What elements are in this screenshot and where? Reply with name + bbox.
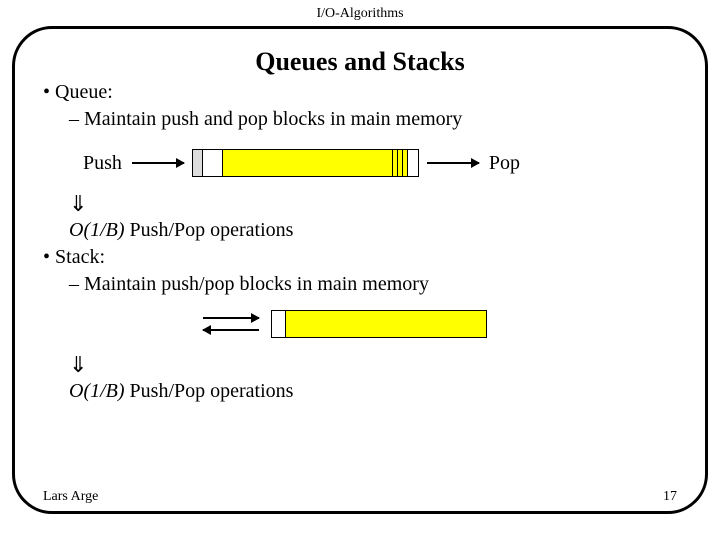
- push-arrow-icon: [132, 162, 184, 164]
- footer-page: 17: [663, 489, 677, 505]
- stack-push-arrow-icon: [203, 317, 259, 319]
- queue-subline: – Maintain push and pop blocks in main m…: [69, 108, 677, 131]
- big-o-2: O: [69, 380, 83, 402]
- queue-diagram: Push Pop: [83, 149, 677, 177]
- frac-1: (1/B): [83, 219, 124, 241]
- footer-author: Lars Arge: [43, 489, 98, 505]
- stack-arrows: [203, 317, 259, 331]
- big-o-1: O: [69, 219, 83, 241]
- stack-subline: – Maintain push/pop blocks in main memor…: [69, 273, 677, 296]
- queue-box: [192, 149, 419, 177]
- ops-line-2: O(1/B) Push/Pop operations: [69, 380, 677, 403]
- implies-arrow-1: ⇓: [69, 191, 677, 217]
- ops-rest-2: Push/Pop operations: [125, 380, 294, 402]
- stack-box: [271, 310, 487, 338]
- queue-segment: [203, 150, 223, 176]
- pop-label: Pop: [489, 152, 520, 175]
- ops-rest-1: Push/Pop operations: [125, 219, 294, 241]
- page-header: I/O-Algorithms: [0, 0, 720, 22]
- queue-segment: [408, 150, 418, 176]
- stack-diagram: [203, 310, 677, 338]
- ops-line-1: O(1/B) Push/Pop operations: [69, 219, 677, 242]
- stack-segment: [286, 311, 486, 337]
- stack-segment: [272, 311, 286, 337]
- slide-frame: Queues and Stacks Queue: – Maintain push…: [12, 26, 708, 514]
- push-label: Push: [83, 152, 122, 175]
- pop-arrow-icon: [427, 162, 479, 164]
- slide-title: Queues and Stacks: [43, 47, 677, 77]
- stack-pop-arrow-icon: [203, 329, 259, 331]
- stack-bullet: Stack:: [43, 246, 677, 269]
- frac-2: (1/B): [83, 380, 124, 402]
- queue-segment: [193, 150, 203, 176]
- implies-arrow-2: ⇓: [69, 352, 677, 378]
- queue-bullet: Queue:: [43, 81, 677, 104]
- queue-segment: [223, 150, 393, 176]
